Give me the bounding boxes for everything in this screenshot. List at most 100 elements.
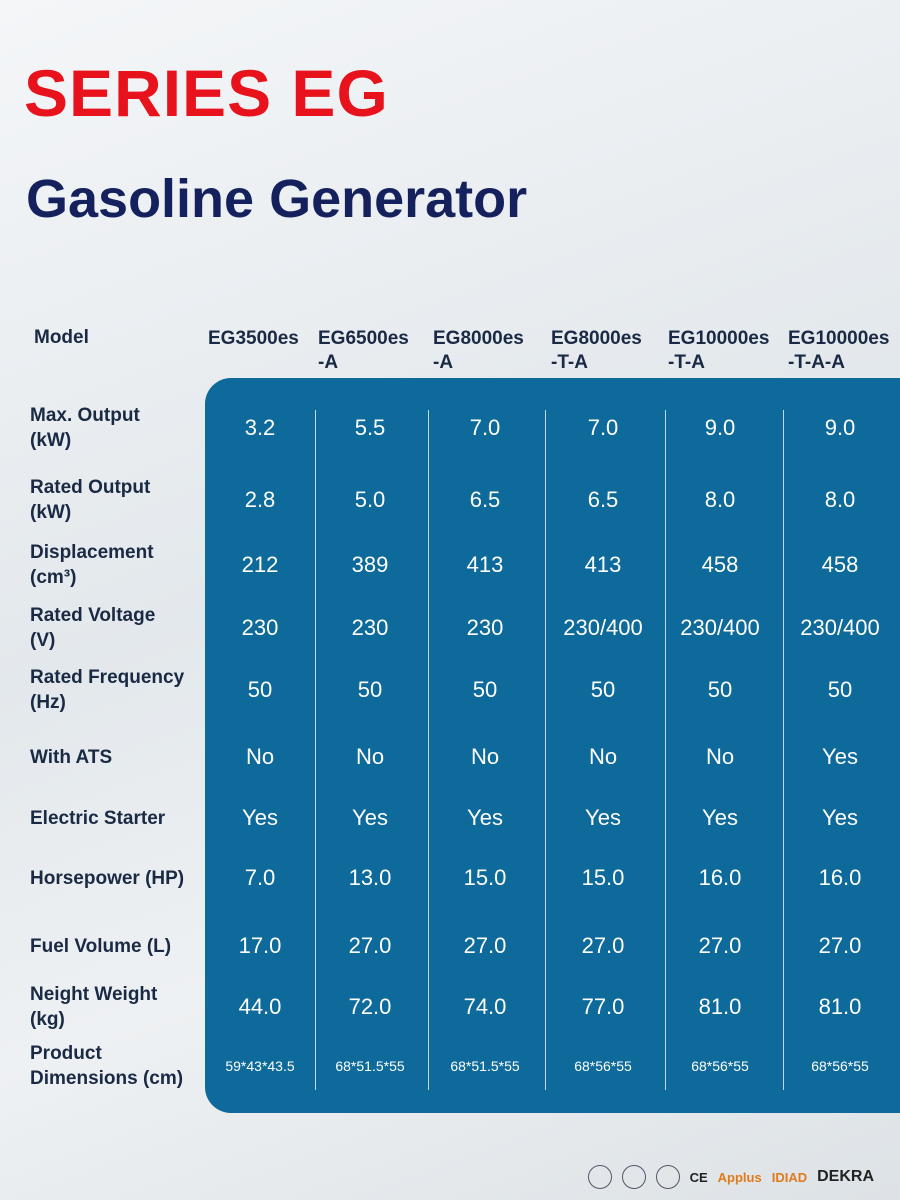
cell: 27.0 — [348, 933, 392, 958]
cell: 9.0 — [704, 415, 736, 440]
cert-logo: Applus — [717, 1169, 762, 1185]
cell: 50 — [590, 677, 616, 702]
cell: 2.8 — [244, 487, 276, 512]
cell: 230 — [466, 615, 504, 640]
cell: 59*43*43.5 — [225, 1058, 295, 1074]
cell: No — [705, 744, 735, 769]
cell: 7.0 — [244, 865, 276, 890]
row-label: Horsepower (HP) — [30, 866, 184, 891]
cell: 68*51.5*55 — [450, 1058, 520, 1074]
header-line: EG3500es — [208, 328, 299, 349]
label-line: Electric Starter — [30, 807, 166, 829]
column-header: EG6500es -A — [318, 327, 409, 375]
header-line: -A — [433, 352, 454, 373]
cell: 13.0 — [348, 865, 392, 890]
label-line: With ATS — [30, 746, 113, 768]
cell: 74.0 — [463, 994, 507, 1019]
column-divider — [665, 410, 666, 1090]
cell: 230/400 — [680, 615, 760, 640]
cell: 72.0 — [348, 994, 392, 1019]
cell: 50 — [827, 677, 853, 702]
label-line: (kW) — [30, 502, 72, 523]
cell: 50 — [707, 677, 733, 702]
cell: 27.0 — [581, 933, 625, 958]
corner-header: Model — [34, 327, 89, 348]
label-line: Displacement — [30, 542, 154, 563]
row-label: Rated Voltage (V) — [30, 603, 155, 653]
cell: No — [245, 744, 275, 769]
label-line: Fuel Volume (L) — [30, 935, 172, 957]
header-line: EG6500es — [318, 328, 409, 349]
cell: No — [355, 744, 385, 769]
cell: 27.0 — [698, 933, 742, 958]
label-line: Rated Frequency — [30, 667, 185, 688]
cell: 68*56*55 — [811, 1058, 869, 1074]
column-header: EG10000es -T-A — [668, 327, 769, 375]
header-line: -T-A-A — [788, 352, 845, 373]
cell: Yes — [822, 744, 858, 769]
label-line: Max. Output — [30, 405, 140, 426]
cell: 8.0 — [824, 487, 856, 512]
cell: Yes — [585, 805, 621, 830]
cell: 7.0 — [587, 415, 619, 440]
cell: 230 — [241, 615, 279, 640]
header-line: EG8000es — [551, 328, 642, 349]
cell: 15.0 — [463, 865, 507, 890]
cell: 389 — [351, 552, 389, 577]
cell: 50 — [247, 677, 273, 702]
cell: 6.5 — [469, 487, 501, 512]
row-label: Displacement (cm³) — [30, 540, 154, 590]
cell: 27.0 — [818, 933, 862, 958]
label-line: (kg) — [30, 1009, 65, 1030]
column-divider — [428, 410, 429, 1090]
cell: 50 — [357, 677, 383, 702]
cell: 230 — [351, 615, 389, 640]
cell: 7.0 — [469, 415, 501, 440]
cell: 77.0 — [581, 994, 625, 1019]
table-panel — [205, 378, 900, 1113]
cell: 212 — [241, 552, 279, 577]
column-header: EG8000es -A — [433, 327, 524, 375]
label-line: (V) — [30, 630, 56, 651]
column-divider — [315, 410, 316, 1090]
cell: 68*56*55 — [574, 1058, 632, 1074]
cell: 15.0 — [581, 865, 625, 890]
cell: 68*56*55 — [691, 1058, 749, 1074]
cell: 8.0 — [704, 487, 736, 512]
certifications: CE Applus IDIAD DEKRA — [587, 1165, 874, 1189]
cell: 81.0 — [698, 994, 742, 1019]
cell: 17.0 — [238, 933, 282, 958]
row-label: Product Dimensions (cm) — [30, 1041, 183, 1091]
cell: 6.5 — [587, 487, 619, 512]
cell: 27.0 — [463, 933, 507, 958]
cert-logo: IDIAD — [771, 1169, 808, 1185]
cell: 44.0 — [238, 994, 282, 1019]
row-label: Neight Weight (kg) — [30, 982, 157, 1032]
cell: 230/400 — [800, 615, 880, 640]
cell: 5.5 — [354, 415, 386, 440]
column-header: EG3500es — [208, 327, 299, 351]
cell: 9.0 — [824, 415, 856, 440]
cert-logo: DEKRA — [817, 1168, 874, 1185]
logo — [587, 1165, 612, 1189]
logo — [655, 1165, 680, 1189]
column-header: EG8000es -T-A — [551, 327, 642, 375]
cell: No — [470, 744, 500, 769]
title: SERIES EG — [24, 56, 389, 130]
column-header: EG10000es -T-A-A — [788, 327, 889, 375]
cell: Yes — [822, 805, 858, 830]
row-label: Rated Output (kW) — [30, 475, 150, 525]
logo — [621, 1165, 646, 1189]
label-line: Horsepower (HP) — [30, 867, 185, 889]
cell: Yes — [352, 805, 388, 830]
cell: 413 — [584, 552, 622, 577]
column-divider — [783, 410, 784, 1090]
header-line: EG10000es — [668, 328, 770, 349]
row-label: Electric Starter — [30, 806, 165, 831]
cell: 16.0 — [818, 865, 862, 890]
header-line: -T-A — [668, 352, 705, 373]
cell: Yes — [702, 805, 738, 830]
header-line: -T-A — [551, 352, 588, 373]
label-line: (kW) — [30, 430, 72, 451]
